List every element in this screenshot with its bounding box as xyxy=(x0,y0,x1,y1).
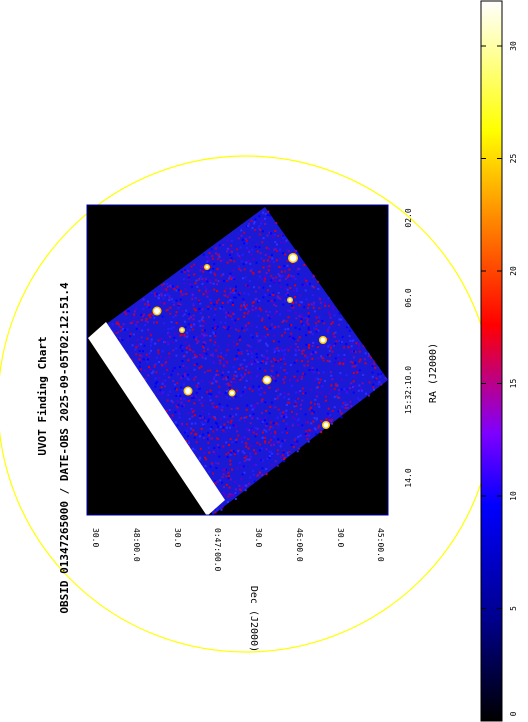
image-frame xyxy=(86,204,389,516)
dec-tick-label: 30.0 xyxy=(336,528,345,547)
dec-tick-label: 45:00.0 xyxy=(376,528,385,562)
colorbar-tick-label: 25 xyxy=(509,154,518,164)
x-axis-label: RA (J2000) xyxy=(428,343,439,403)
colorbar-tick-label: 30 xyxy=(509,41,518,51)
dec-tick-labels: 30.0 48:00.0 30.0 0:47:00.0 30.0 46:00.0 30.0 4… xyxy=(91,528,385,572)
dec-tick-label: 30.0 xyxy=(254,528,263,547)
ra-tick-labels: 14.0 15:32:10.0 06.0 02.0 xyxy=(404,208,413,487)
masked-strip xyxy=(88,322,225,515)
colorbar xyxy=(480,0,503,722)
colorbar-tick-label: 20 xyxy=(509,266,518,276)
dec-tick-label: 48:00.0 xyxy=(132,528,141,562)
colorbar-tick-label: 10 xyxy=(509,491,518,501)
chart-title: UVOT Finding Chart xyxy=(36,336,49,455)
colorbar-tick-label: 15 xyxy=(509,379,518,389)
ra-tick-label: 06.0 xyxy=(404,288,413,307)
chart-subtitle: OBSID 01347265000 / DATE-OBS 2025-09-05T… xyxy=(58,282,71,614)
dec-tick-label: 0:47:00.0 xyxy=(213,528,222,572)
colorbar-tick-label: 0 xyxy=(509,711,518,716)
ra-tick-label: 02.0 xyxy=(404,208,413,227)
dec-tick-label: 30.0 xyxy=(91,528,100,547)
colorbar-ticks: 0 5 10 15 20 25 30 xyxy=(481,41,518,722)
bright-sources xyxy=(152,253,330,429)
y-axis-label: Dec (J2000) xyxy=(248,586,259,652)
colorbar-tick-label: 5 xyxy=(509,606,518,611)
ra-tick-label: 14.0 xyxy=(404,468,413,487)
ra-tick-label: 15:32:10.0 xyxy=(404,366,413,414)
dec-tick-label: 30.0 xyxy=(173,528,182,547)
dec-tick-label: 46:00.0 xyxy=(295,528,304,562)
